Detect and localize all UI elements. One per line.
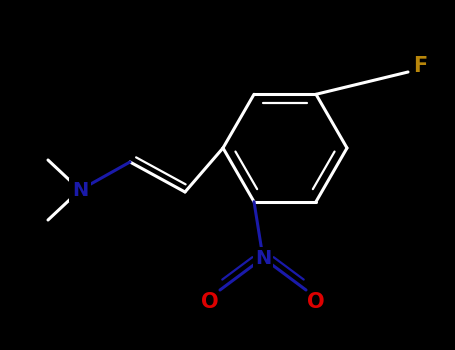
Text: N: N: [72, 181, 88, 199]
Text: N: N: [255, 248, 271, 267]
Text: F: F: [413, 56, 427, 76]
Text: O: O: [307, 292, 325, 312]
Text: O: O: [201, 292, 219, 312]
